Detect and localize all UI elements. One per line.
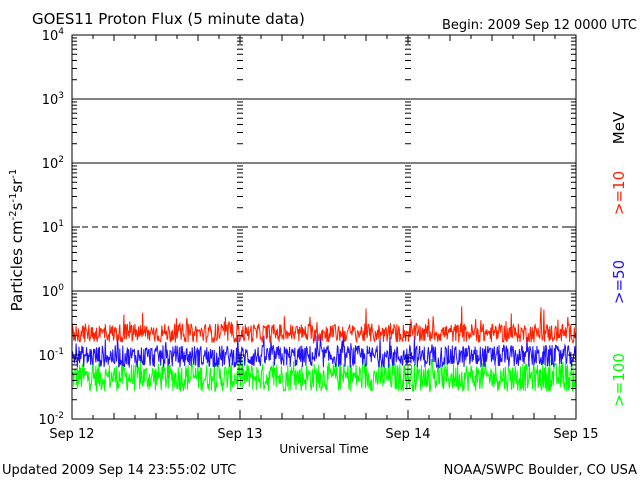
plot-frame [71,34,577,420]
x-tick-label: Sep 12 [49,427,94,442]
data-series [71,306,577,393]
chart-title: GOES11 Proton Flux (5 minute data) [32,10,305,28]
x-tick-label: Sep 13 [217,427,262,442]
threshold-lines [72,98,576,292]
y-tick-label: 10-2 [38,411,64,428]
legend-unit: MeV [610,111,628,144]
y-tick-label: 102 [42,155,64,172]
y-tick-label: 101 [42,219,64,236]
legend-item-ge10: >=10 [610,171,628,215]
begin-time: Begin: 2009 Sep 12 0000 UTC [442,18,637,33]
y-axis-label: Particles cm-2s-1sr-1 [8,169,26,312]
y-tick-label: 100 [42,283,65,300]
updated-timestamp: Updated 2009 Sep 14 23:55:02 UTC [2,463,236,478]
y-tick-labels: 10-2 10-1 100 101 102 103 104 [38,27,64,428]
x-tick-labels: Sep 12 Sep 13 Sep 14 Sep 15 [49,427,598,442]
credit-text: NOAA/SWPC Boulder, CO USA [444,463,637,478]
series-line [71,335,577,369]
y-tick-label: 104 [42,27,65,44]
y-tick-label: 10-1 [38,347,64,364]
x-tick-label: Sep 15 [553,427,598,442]
legend-item-ge100: >=100 [610,353,628,407]
y-tick-label: 103 [42,91,64,108]
series-line [71,359,577,393]
legend-item-ge50: >=50 [610,260,628,304]
x-tick-label: Sep 14 [385,427,430,442]
series-line [71,306,577,344]
x-axis-label: Universal Time [279,442,368,456]
